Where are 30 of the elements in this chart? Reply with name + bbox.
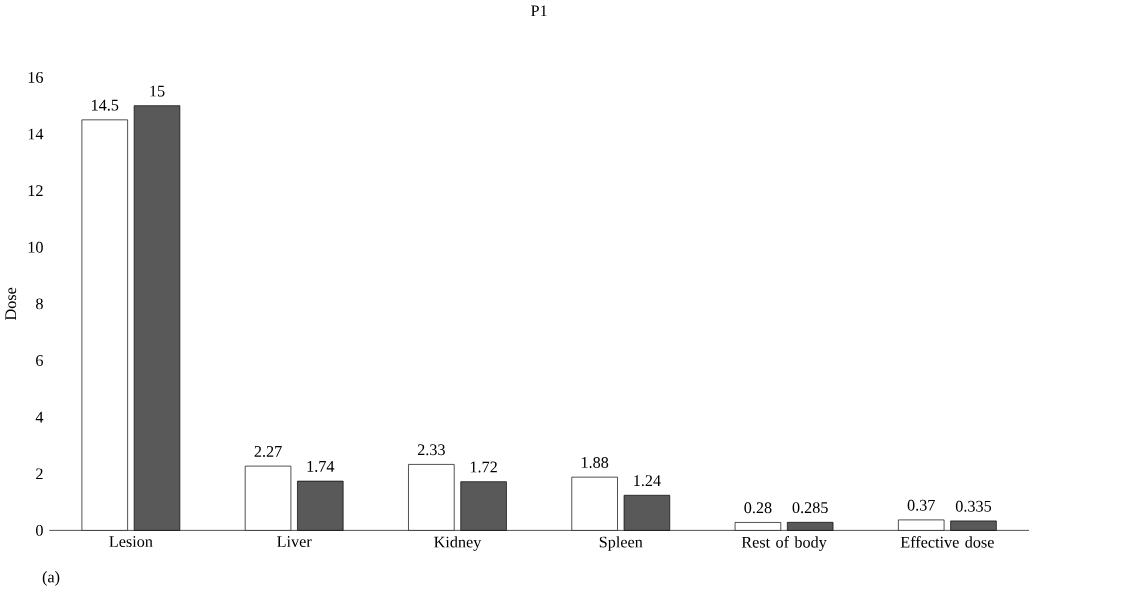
y-tick-label: 12 [28, 185, 43, 196]
y-tick-label: 4 [35, 411, 44, 423]
y-tick-label: 10 [28, 241, 43, 253]
data-label: 0.37 [907, 499, 935, 511]
y-axis-title: Dose [5, 287, 17, 320]
y-tick-label: 14 [28, 128, 44, 140]
y-tick-label: 8 [36, 298, 43, 310]
x-tick-label: Rest of body [741, 535, 827, 551]
data-label: 0.335 [955, 500, 992, 512]
y-tick-label: 6 [36, 354, 44, 366]
data-label: 15 [150, 85, 165, 97]
data-label: 1.74 [307, 460, 335, 472]
x-tick-label: Liver [277, 535, 312, 547]
data-label: 14.5 [92, 99, 119, 111]
x-tick-label: Lesion [109, 535, 153, 547]
x-tick-label: Kidney [434, 535, 482, 551]
chart-title: P1 [531, 5, 547, 16]
text: (a) [42, 570, 60, 586]
data-label: 2.27 [254, 445, 282, 457]
y-tick-label: 2 [36, 468, 43, 479]
data-label: 1.24 [634, 475, 661, 486]
x-tick-label: Spleen [599, 535, 643, 551]
data-label: 0.285 [792, 501, 828, 513]
x-tick-label: Effective dose [900, 535, 994, 548]
y-tick-label: 16 [28, 71, 44, 83]
data-label: 0.28 [744, 502, 772, 514]
y-tick-label: 0 [36, 524, 43, 536]
data-label: 1.88 [581, 456, 609, 468]
data-label: 2.33 [417, 444, 445, 456]
data-label: 1.72 [470, 461, 497, 473]
